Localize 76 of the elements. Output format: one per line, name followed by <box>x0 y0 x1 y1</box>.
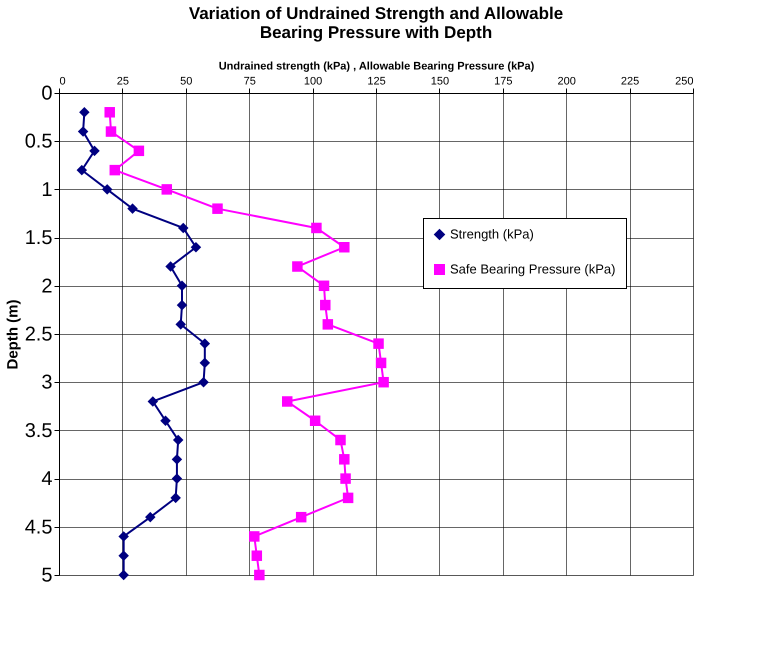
point <box>340 473 351 484</box>
x-tick-label: 75 <box>244 76 256 88</box>
x-tick-label: 250 <box>675 76 694 88</box>
point <box>160 416 171 426</box>
point <box>335 434 346 446</box>
legend-label: Safe Bearing Pressure (kPa) <box>450 262 616 276</box>
point <box>134 146 144 156</box>
point <box>200 358 210 368</box>
point <box>127 203 138 214</box>
point <box>373 338 384 349</box>
point <box>198 376 209 388</box>
chart-title: Variation of Undrained Strength and Allowable Bearing Pressure with Depth <box>188 4 564 42</box>
y-tick-label: 3.5 <box>24 420 52 442</box>
point <box>162 184 172 195</box>
point <box>342 492 354 504</box>
x-tick-label: 200 <box>558 76 576 88</box>
point <box>172 454 182 465</box>
point <box>175 319 186 330</box>
point <box>200 338 210 349</box>
point <box>318 280 330 292</box>
y-tick-label: 4 <box>41 468 52 490</box>
point <box>212 203 223 214</box>
point <box>339 242 350 252</box>
point <box>320 300 331 310</box>
x-tick-label: 50 <box>180 76 192 88</box>
y-tick-label: 0.5 <box>24 130 52 153</box>
point <box>176 300 188 310</box>
y-tick-label: 2 <box>41 275 52 298</box>
x-tick-label: 100 <box>304 76 322 88</box>
point <box>102 184 112 195</box>
point <box>79 107 90 118</box>
point <box>76 164 88 176</box>
point <box>118 570 129 580</box>
point <box>104 107 115 118</box>
y-tick-label: 3 <box>41 372 52 394</box>
point <box>254 570 265 580</box>
point <box>78 126 88 137</box>
x-tick-label: 0 <box>60 76 66 88</box>
point <box>190 242 202 252</box>
x-tick-label: 175 <box>494 76 512 88</box>
point <box>282 396 292 407</box>
x-tick-label: 225 <box>620 76 640 88</box>
point <box>118 550 129 561</box>
y-axis-title: Depth (m) <box>4 300 22 370</box>
point <box>339 454 350 465</box>
point <box>145 512 156 522</box>
point <box>310 416 320 426</box>
point <box>249 531 260 542</box>
point <box>106 126 116 137</box>
point <box>292 261 303 272</box>
y-tick-label: 5 <box>41 564 52 586</box>
legend-label: Strength (kPa) <box>450 226 534 242</box>
x-axis-title: Undrained strength (kPa) , Allowable Bearing Pressure (kPa) <box>218 60 535 72</box>
y-tick-label: 2.5 <box>24 324 52 346</box>
x-tick-label: 25 <box>116 76 130 88</box>
point <box>378 376 389 388</box>
point <box>322 319 334 330</box>
point <box>178 222 189 234</box>
x-tick-label: 150 <box>430 76 450 88</box>
point <box>176 280 188 292</box>
point <box>118 531 129 542</box>
point <box>172 473 182 484</box>
point <box>165 261 176 272</box>
point <box>376 358 386 368</box>
point <box>252 550 262 561</box>
point <box>172 434 184 446</box>
y-tick-label: 4.5 <box>24 516 52 538</box>
x-tick-label: 125 <box>367 76 386 88</box>
y-tick-label: 1 <box>41 178 52 201</box>
point <box>170 492 181 504</box>
y-tick-label: 1.5 <box>24 227 52 250</box>
point <box>296 512 306 522</box>
point <box>311 222 322 234</box>
point <box>110 164 120 176</box>
point <box>148 396 158 407</box>
point <box>89 146 100 156</box>
